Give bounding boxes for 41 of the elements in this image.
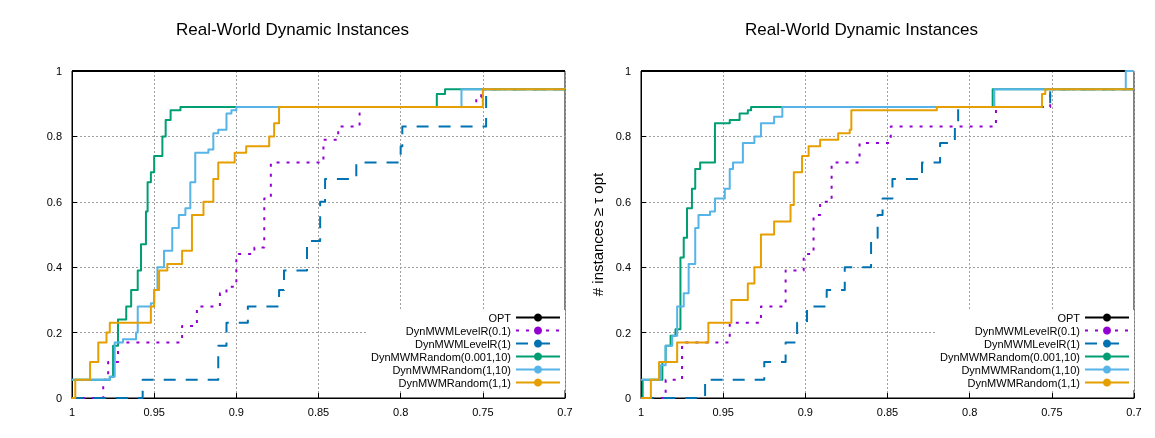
- y-tick-label: 1: [55, 65, 62, 77]
- y-tick-label: 0.8: [615, 130, 631, 143]
- legend-label: DynMWMRandom(0.001,10): [940, 350, 1080, 363]
- x-tick-label: 0.85: [876, 405, 899, 418]
- y-axis-title: # instances ≥ τ opt: [588, 171, 606, 297]
- legend-label: DynMWMLevelR(1): [984, 337, 1080, 350]
- x-tick-label: 0.95: [712, 405, 734, 418]
- legend-label: DynMWMRandom(1,1): [967, 376, 1080, 389]
- x-tick-label: 1: [637, 405, 645, 418]
- y-tick-label: 0.6: [46, 195, 62, 208]
- y-tick-label: 0: [624, 392, 631, 404]
- y-tick-label: 0.4: [46, 261, 62, 274]
- x-tick-label: 0.85: [307, 405, 330, 418]
- legend-label: OPT: [1057, 311, 1081, 324]
- y-tick-label: 1: [624, 65, 631, 77]
- x-tick-label: 0.9: [797, 405, 813, 418]
- y-tick-label: 0.8: [46, 130, 62, 143]
- x-tick-label: 0.75: [472, 405, 494, 418]
- legend-label: DynMWMRandom(0.001,10): [371, 350, 511, 363]
- x-tick-label: 0.75: [1041, 405, 1063, 418]
- legend-label: DynMWMRandom(1,10): [961, 363, 1080, 376]
- x-tick-label: 0.7: [1126, 405, 1142, 418]
- legend-label: OPT: [488, 311, 512, 324]
- y-tick-label: 0.2: [46, 326, 62, 339]
- x-tick-label: 1: [68, 405, 76, 418]
- legend-label: DynMWMRandom(1,1): [398, 376, 511, 389]
- legend-label: DynMWMLevelR(0.1): [405, 324, 511, 337]
- x-tick-label: 0.9: [228, 405, 244, 418]
- x-tick-label: 0.8: [962, 405, 978, 418]
- y-tick-label: 0.4: [615, 261, 631, 274]
- chart-title: Real-World Dynamic Instances: [175, 20, 410, 39]
- legend-label: DynMWMLevelR(0.1): [974, 324, 1080, 337]
- x-tick-label: 0.8: [393, 405, 409, 418]
- y-tick-label: 0.6: [615, 195, 631, 208]
- legend-label: DynMWMRandom(1,10): [392, 363, 511, 376]
- x-tick-label: 0.95: [143, 405, 165, 418]
- y-tick-label: 0: [55, 392, 62, 404]
- x-tick-label: 0.7: [557, 405, 573, 418]
- chart-title: Real-World Dynamic Instances: [744, 20, 979, 39]
- y-tick-label: 0.2: [615, 326, 631, 339]
- legend-label: DynMWMLevelR(1): [415, 337, 511, 350]
